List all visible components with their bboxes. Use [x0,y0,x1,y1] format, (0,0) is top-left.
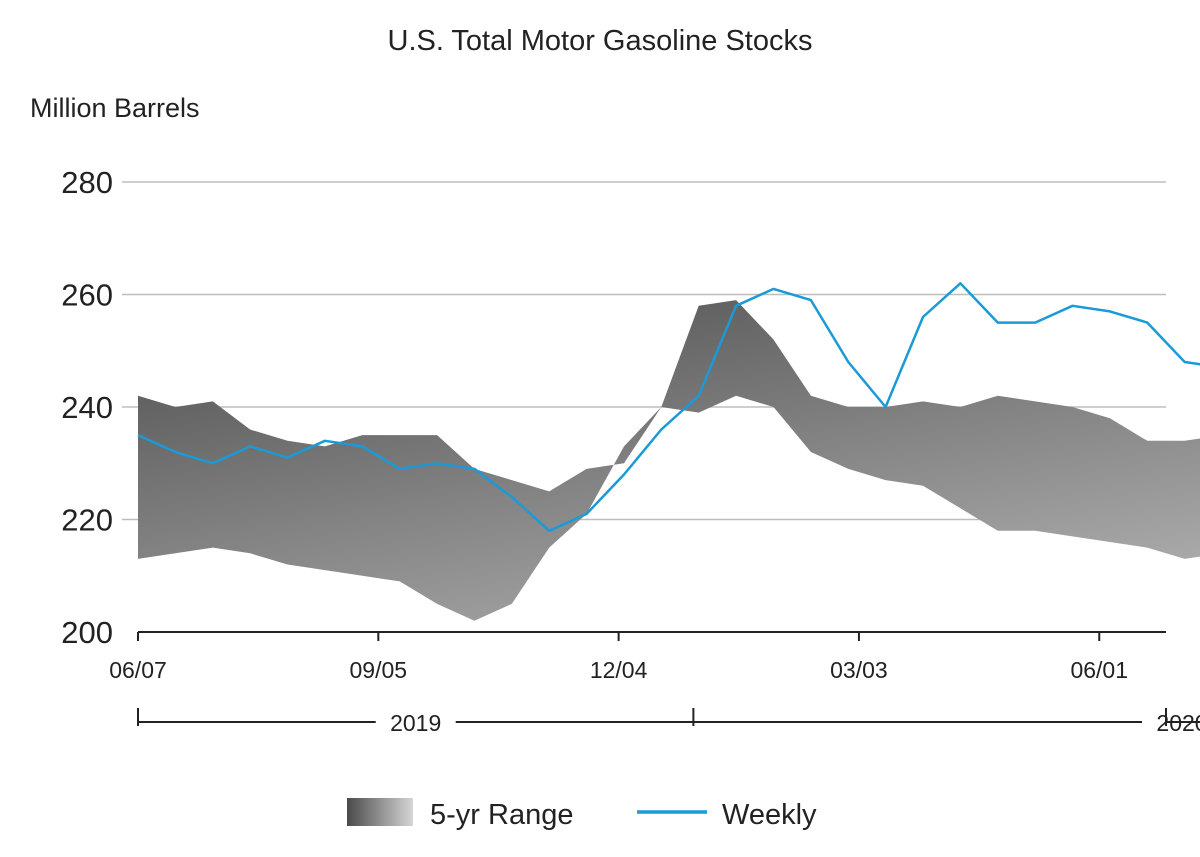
legend: 5-yr Range Weekly [347,798,817,831]
year-axis: 201920202021 [137,708,1200,736]
chart-title: U.S. Total Motor Gasoline Stocks [388,25,813,57]
x-tick-label: 09/05 [350,657,408,683]
y-axis: 200 220 240 260 280 [61,165,113,650]
legend-weekly-label: Weekly [722,799,817,831]
y-tick-label: 260 [61,278,113,313]
y-axis-label: Million Barrels [30,93,200,123]
weekly-line [137,282,1200,533]
x-tick-label: 03/03 [830,657,888,683]
y-tick-label: 240 [61,390,113,425]
year-label: 2019 [390,710,441,736]
y-tick-label: 200 [61,615,113,650]
y-tick-label: 280 [61,165,113,200]
y-tick-label: 220 [61,503,113,538]
legend-range-swatch [347,798,413,826]
x-tick-label: 06/07 [109,657,167,683]
x-tick-label: 06/01 [1070,657,1128,683]
x-tick-label: 12/04 [590,657,648,683]
x-axis: 06/0709/0512/0403/0306/0108/3011/2802/26… [109,631,1166,683]
five-year-range-area [138,300,1200,621]
legend-range-label: 5-yr Range [430,799,573,831]
